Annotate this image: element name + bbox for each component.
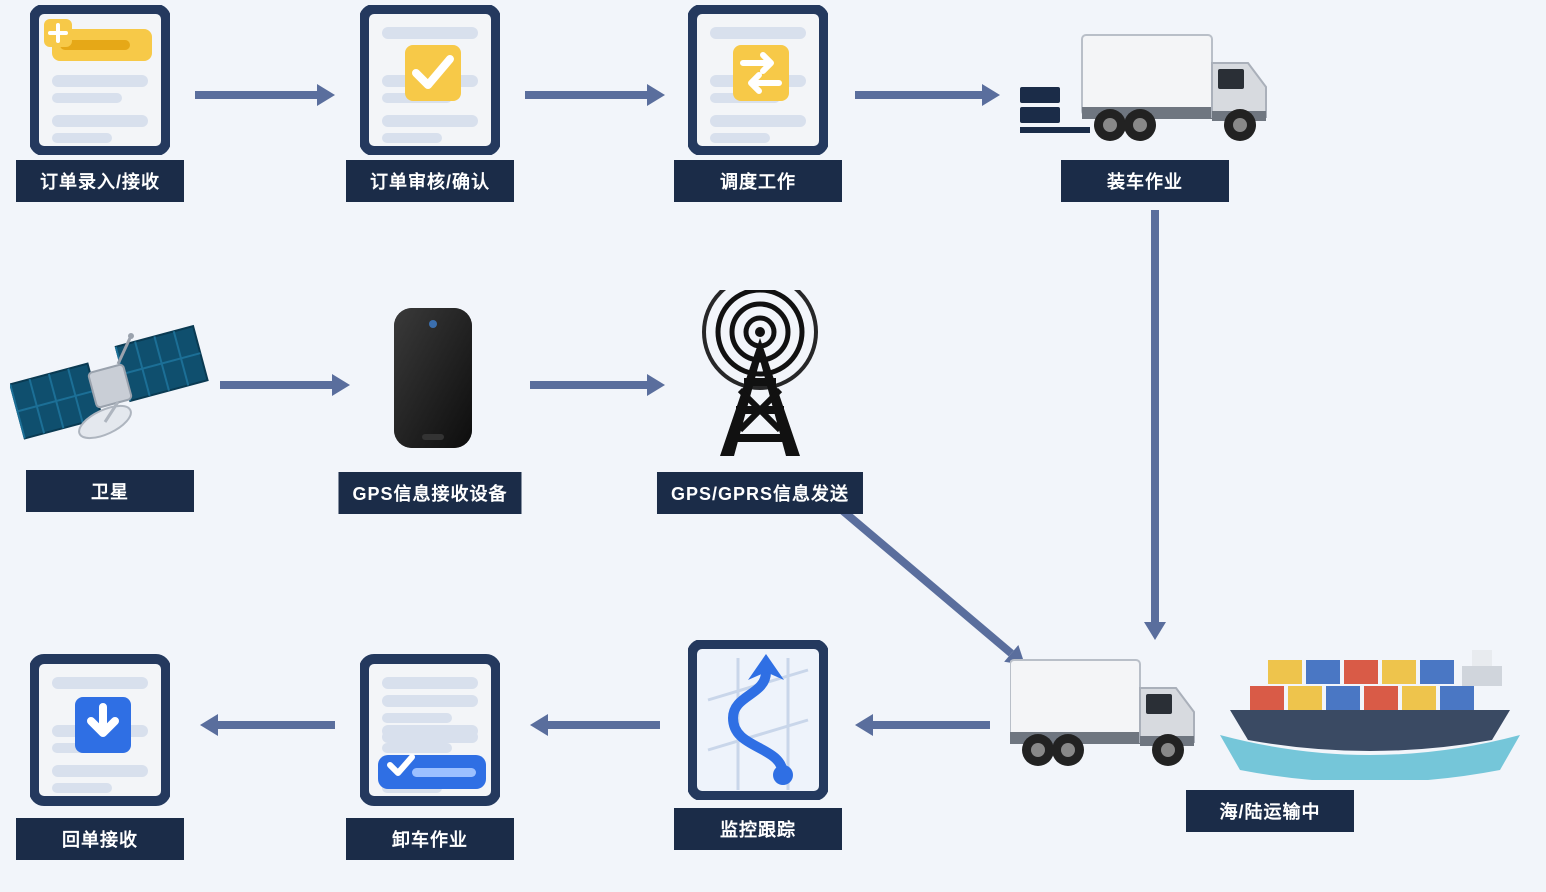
node-tracking: 监控跟踪 (688, 640, 828, 800)
label-loading: 装车作业 (1061, 160, 1229, 202)
label-transport: 海/陆运输中 (1186, 790, 1354, 832)
arrow-order_review-to-dispatch (525, 84, 665, 106)
node-receipt: 回单接收 (30, 650, 170, 810)
node-satellite: 卫星 (10, 310, 210, 460)
node-loading: 装车作业 (1020, 15, 1270, 155)
label-dispatch: 调度工作 (674, 160, 842, 202)
node-transport: 海/陆运输中 (1010, 640, 1530, 780)
label-order_review: 订单审核/确认 (346, 160, 514, 202)
map-route-icon (688, 640, 828, 800)
label-gps_device: GPS信息接收设备 (338, 472, 521, 514)
label-satellite: 卫星 (26, 470, 194, 512)
arrow-unloading-to-receipt (200, 714, 335, 736)
doc-swap-icon (688, 5, 828, 155)
gps-device-icon (360, 300, 500, 460)
doc-plus-icon (30, 5, 170, 155)
arrow-dispatch-to-loading (855, 84, 1000, 106)
arrow-gps_device-to-gps_send (530, 374, 665, 396)
truck-ship-icon (1010, 640, 1530, 780)
arrow-loading-to-transport (1144, 210, 1166, 640)
node-order_entry: 订单录入/接收 (30, 5, 170, 155)
satellite-icon (10, 310, 210, 460)
label-order_entry: 订单录入/接收 (16, 160, 184, 202)
node-unloading: 卸车作业 (360, 650, 500, 810)
arrow-satellite-to-gps_device (220, 374, 350, 396)
radio-tower-icon (680, 290, 840, 460)
arrow-order_entry-to-order_review (195, 84, 335, 106)
label-unloading: 卸车作业 (346, 818, 514, 860)
label-tracking: 监控跟踪 (674, 808, 842, 850)
doc-unload-icon (360, 650, 500, 810)
node-gps_device: GPS信息接收设备 (360, 300, 500, 460)
doc-check-icon (360, 5, 500, 155)
label-receipt: 回单接收 (16, 818, 184, 860)
truck-load-icon (1020, 15, 1270, 155)
node-dispatch: 调度工作 (688, 5, 828, 155)
arrow-tracking-to-unloading (530, 714, 660, 736)
label-gps_send: GPS/GPRS信息发送 (657, 472, 863, 514)
doc-download-icon (30, 650, 170, 810)
node-gps_send: GPS/GPRS信息发送 (680, 290, 840, 460)
node-order_review: 订单审核/确认 (360, 5, 500, 155)
arrow-transport-to-tracking (855, 714, 990, 736)
flow-diagram: 订单录入/接收 订单审核/确认 调度工作 (0, 0, 1546, 892)
arrow-gps_send-to-transport (830, 500, 1025, 665)
